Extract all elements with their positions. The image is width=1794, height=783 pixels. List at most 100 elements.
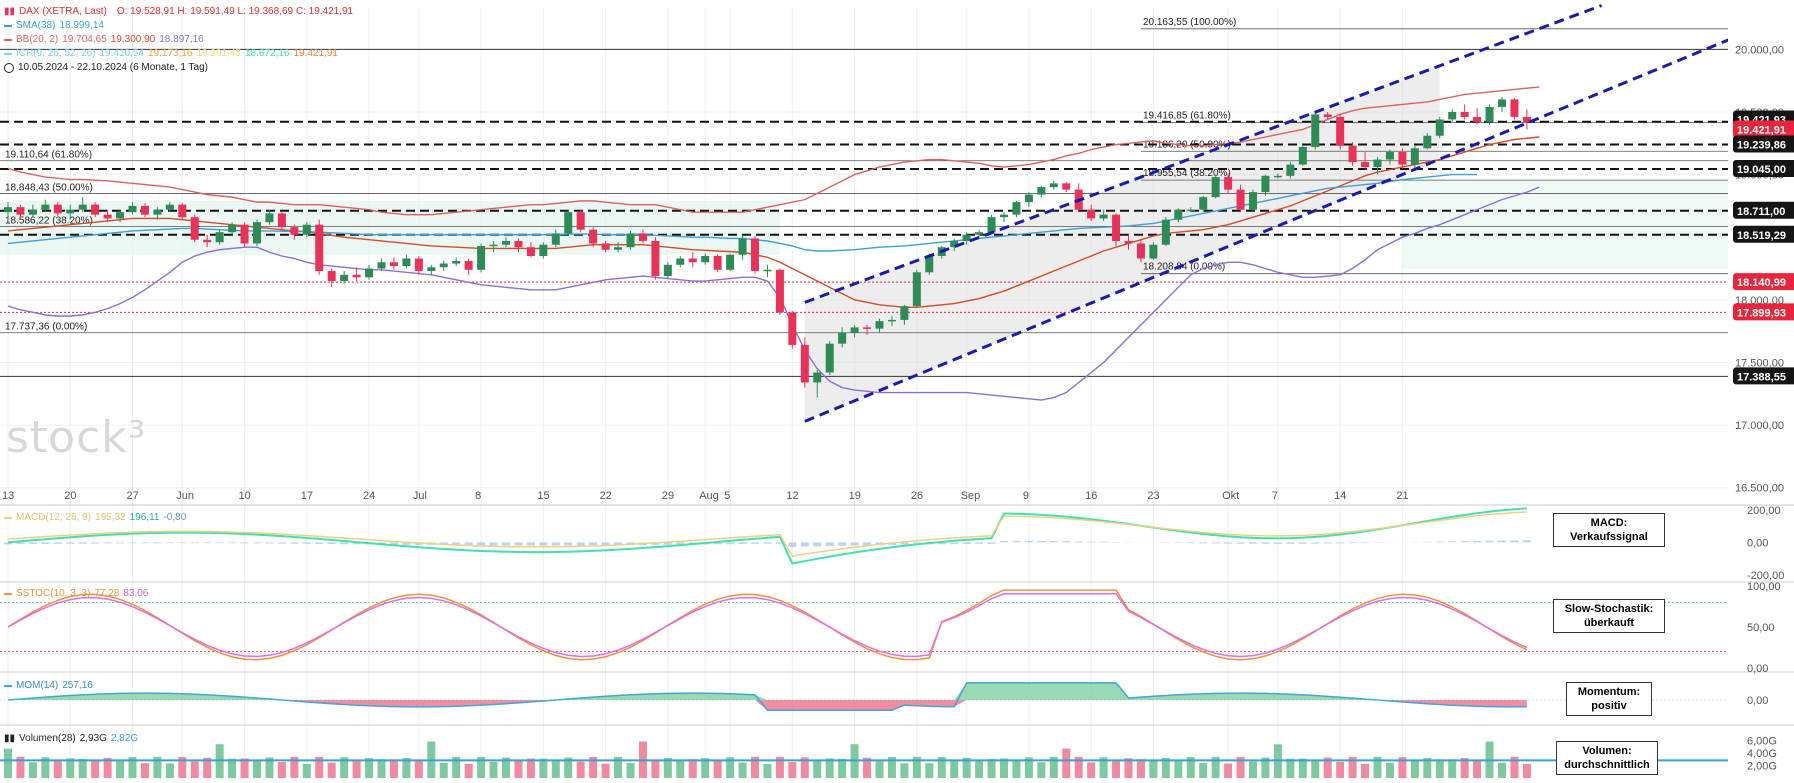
x-tick-label: 21 [1396, 490, 1408, 502]
macd-histogram-bar [826, 542, 834, 546]
macd-histogram-bar [241, 542, 249, 543]
x-tick-label: Okt [1222, 490, 1239, 502]
x-tick-label: 15 [537, 490, 549, 502]
candle-body [564, 212, 572, 233]
macd-histogram-bar [1261, 542, 1269, 543]
volume-bar [141, 763, 149, 778]
volume-icon: ▮▮ [4, 732, 15, 746]
legend-ich-v1: 19.410,54 [99, 47, 144, 61]
volume-bar [1523, 764, 1531, 778]
candle-body [166, 205, 174, 210]
macd-histogram-bar [975, 542, 983, 544]
candle-body [41, 205, 49, 210]
x-tick-label: 10 [239, 490, 251, 502]
volume-legend: ▮▮ Volumen(28) 2,93G 2,82G [4, 732, 138, 746]
price-tag-label: 19.239,86 [1737, 140, 1786, 152]
price-tag-label: 18.519,29 [1737, 230, 1786, 242]
macd-histogram-bar [328, 542, 336, 544]
candle-body [465, 261, 473, 270]
macd-v1: 195,32 [95, 511, 126, 525]
volume-tick-label: 6,00G [1747, 736, 1777, 748]
volume-bar [241, 758, 249, 778]
macd-histogram-bar [1224, 542, 1232, 543]
candle-body [1162, 220, 1170, 245]
stoch-d-line [8, 594, 1527, 657]
macd-histogram-bar [191, 542, 199, 543]
candle-body [29, 210, 37, 215]
momentum-negative-area [8, 700, 1527, 710]
macd-histogram-bar [514, 542, 522, 545]
stoch-label: SSTOC(10, 3, 3) [16, 587, 90, 601]
macd-histogram-bar [29, 542, 37, 544]
macd-histogram-bar [1087, 542, 1095, 543]
candle-body [1436, 119, 1444, 135]
candle-body [1311, 114, 1319, 147]
candle-body [1286, 165, 1294, 176]
fib-left-label: 17.737,36 (0.00%) [5, 322, 87, 333]
volume-bar [988, 759, 996, 778]
macd-histogram-bar [265, 542, 273, 543]
candle-body [390, 262, 398, 266]
x-tick-label: Sep [961, 490, 981, 502]
candle-body [627, 233, 635, 247]
candle-body [801, 345, 809, 383]
volume-bar [714, 761, 722, 778]
price-tag: 18.711,00 [1733, 202, 1794, 219]
mom-v1: 257,16 [62, 679, 93, 693]
macd-histogram-bar [104, 542, 112, 543]
candle-body [228, 225, 236, 233]
volume-bar [838, 759, 846, 778]
macd-histogram-bar [253, 542, 261, 543]
legend-sma-value: 18.999,14 [59, 19, 104, 33]
mom-label: MOM(14) [16, 679, 58, 693]
macd-histogram-bar [1473, 541, 1481, 543]
volume-bar [1448, 759, 1456, 778]
macd-histogram-bar [1100, 542, 1108, 543]
candle-body [988, 217, 996, 232]
candle-body [378, 262, 386, 268]
macd-histogram-bar [79, 542, 87, 543]
candle-body [514, 241, 522, 247]
candle-body [788, 312, 796, 345]
legend-ich-v4: 18.672,16 [245, 47, 290, 61]
macd-histogram-bar [589, 542, 597, 545]
macd-histogram-bar [303, 542, 311, 543]
candle-body [265, 213, 273, 222]
candle-body [340, 275, 348, 281]
volume-bar [763, 764, 771, 778]
macd-histogram-bar [1448, 541, 1456, 542]
x-tick-label: 16 [1085, 490, 1097, 502]
candle-body [1087, 210, 1095, 219]
stoch-summary-title: Slow-Stochastik: [1560, 602, 1658, 616]
candle-body [876, 321, 884, 329]
candle-body [676, 259, 684, 265]
volume-bar [1386, 763, 1394, 778]
macd-histogram-bar [527, 542, 535, 545]
legend-ich-label: ICH(9, 26, 52, 26) [16, 47, 95, 61]
bb-swatch [4, 39, 12, 41]
volume-bar [1411, 761, 1419, 778]
legend-ich-v2: 19.173,16 [148, 47, 193, 61]
candle-body [539, 245, 547, 256]
volume-summary: Volumen: durchschnittlich [1556, 741, 1658, 775]
volume-bar [353, 761, 361, 778]
candle-body [191, 217, 199, 240]
volume-bar [79, 759, 87, 778]
macd-histogram-bar [851, 542, 859, 545]
candle-body [241, 225, 249, 244]
macd-histogram-bar [116, 542, 124, 543]
volume-bar [228, 759, 236, 778]
volume-tick-label: 4,00G [1747, 748, 1777, 760]
candle-body [1112, 215, 1120, 241]
candle-body [1448, 112, 1456, 120]
macd-histogram-bar [178, 542, 186, 543]
macd-histogram-bar [16, 542, 24, 544]
x-tick-label: 19 [849, 490, 861, 502]
momentum-summary: Momentum: positiv [1566, 682, 1652, 716]
volume-bar [4, 749, 12, 778]
candle-body [328, 271, 336, 281]
macd-histogram-bar [1025, 541, 1033, 542]
candle-body [278, 213, 286, 227]
fib-right-label: 18.208,84 (0.00%) [1143, 262, 1225, 273]
